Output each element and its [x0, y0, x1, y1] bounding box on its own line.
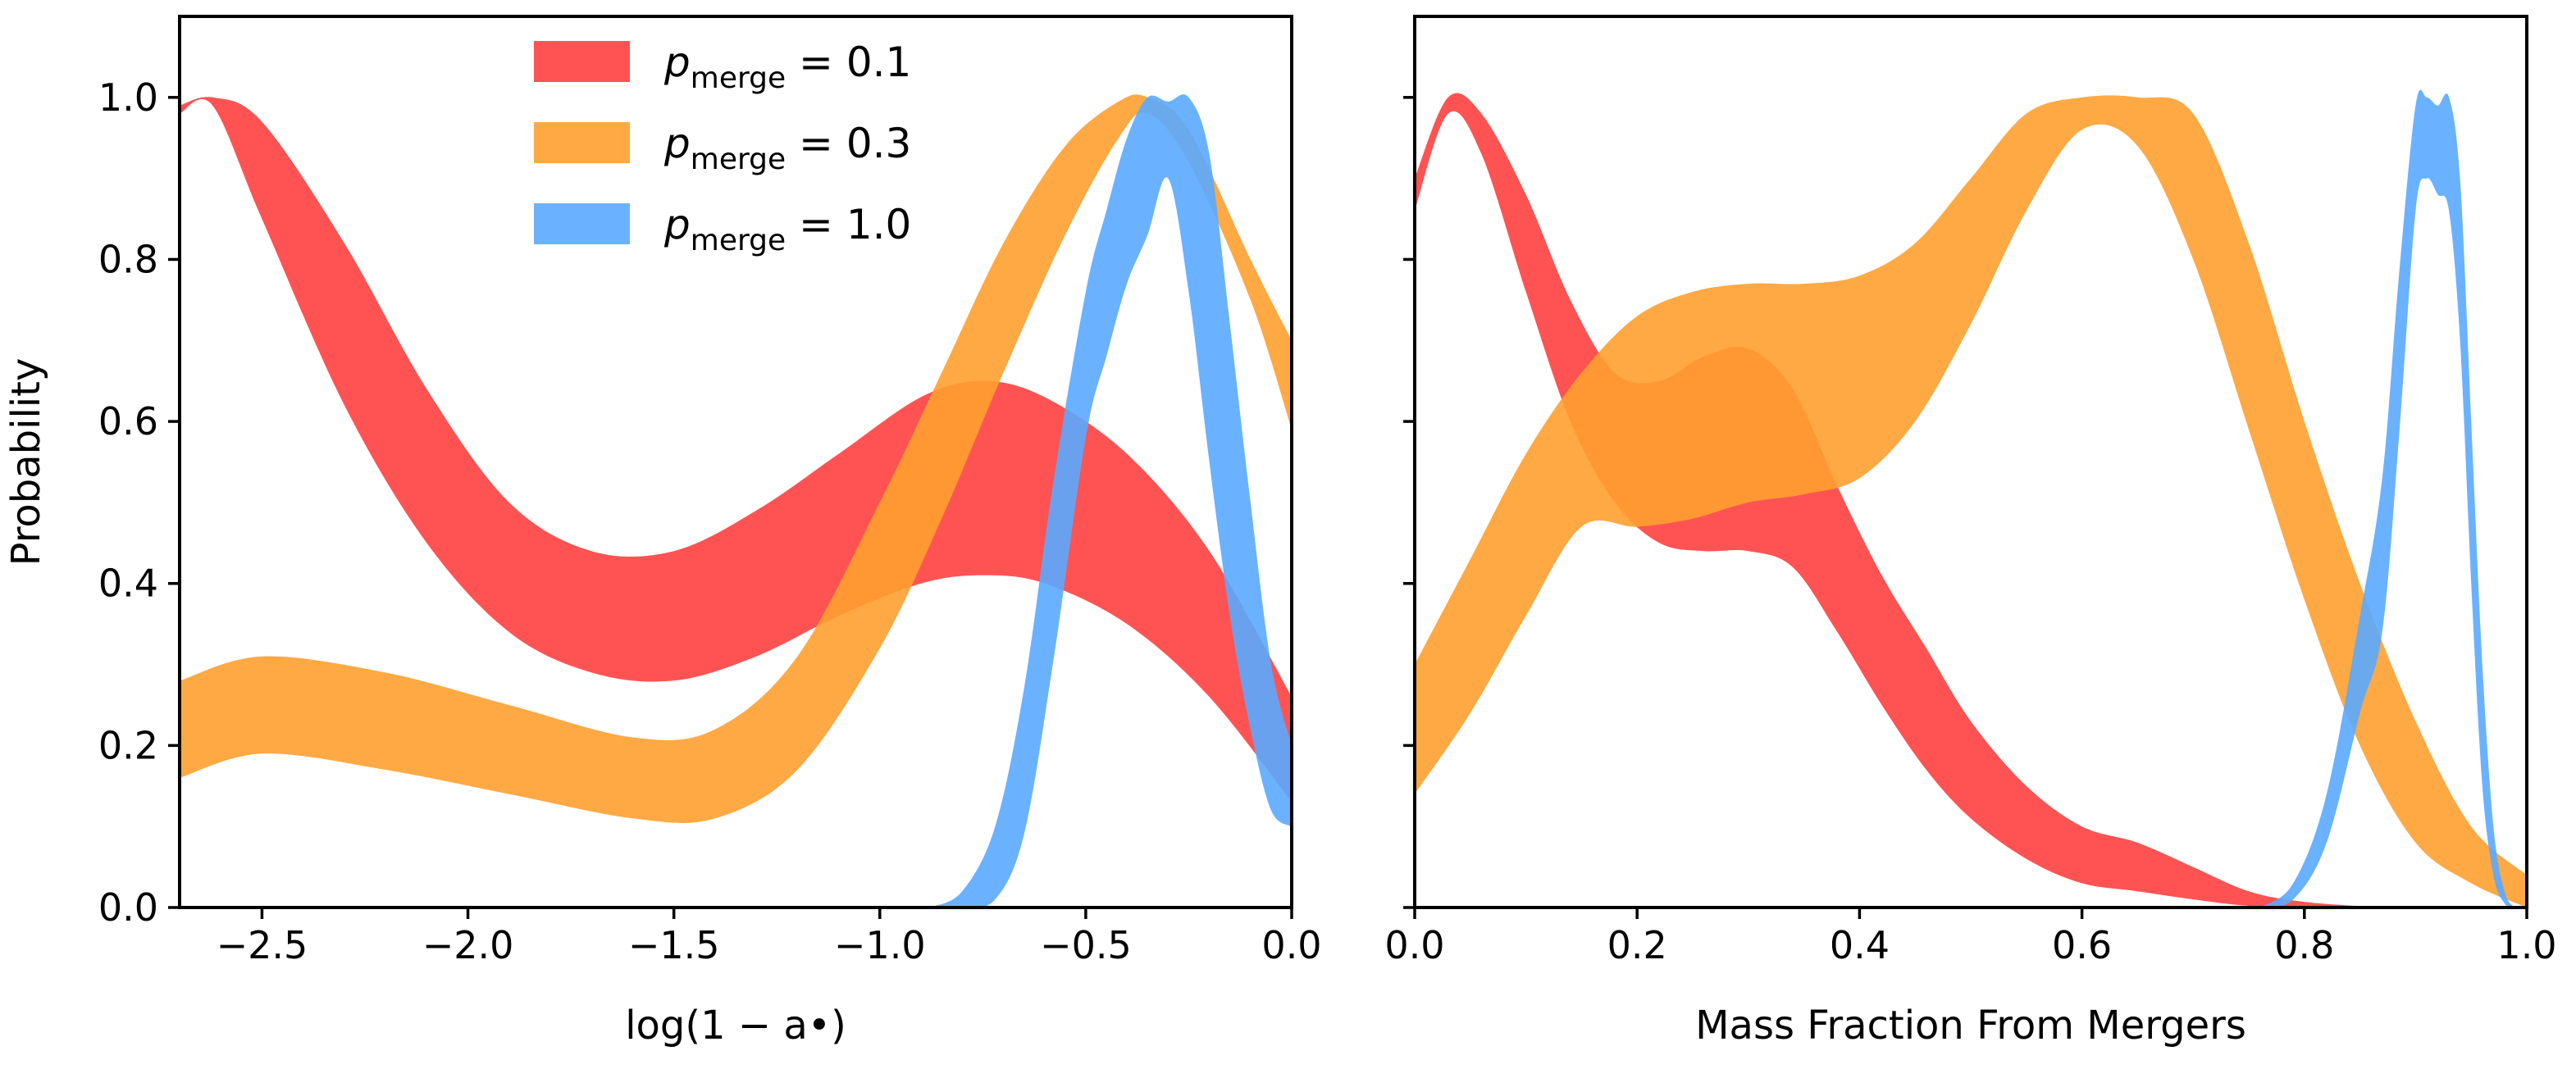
right-xlabel: Mass Fraction From Mergers: [1695, 1003, 2246, 1049]
left-ytick-label: 1.0: [98, 75, 158, 120]
right-xtick-label: 1.0: [2496, 923, 2556, 967]
legend-swatch-p-merge-0-1: [534, 41, 630, 82]
right-band-p-merge-1-0: [2259, 89, 2527, 908]
legend-swatch-p-merge-1-0: [534, 203, 630, 244]
right-xtick-label: 0.0: [1384, 923, 1444, 967]
left-bands: [180, 94, 1292, 908]
left-xtick-label: 0.0: [1261, 923, 1321, 967]
right-ticks: 0.0 0.2 0.4 0.6 0.8 1.0: [1384, 96, 2557, 967]
right-axes-frame: [1413, 15, 2528, 909]
left-xtick-label: −0.5: [1040, 923, 1132, 967]
left-band-p-merge-0-3: [180, 94, 1292, 824]
right-band-p-merge-0-1: [1415, 93, 2382, 908]
left-xlabel: log(1 − a•): [625, 1003, 846, 1049]
left-xtick-label: −1.5: [628, 923, 720, 967]
right-xtick-label: 0.4: [1830, 923, 1890, 967]
left-axes-frame: [178, 15, 1293, 909]
legend-label-p-merge-0-3: pmerge = 0.3: [663, 120, 911, 176]
legend-swatch-p-merge-0-3: [534, 122, 630, 163]
right-xtick-label: 0.8: [2274, 923, 2334, 967]
left-ytick-label: 0.4: [98, 562, 158, 606]
left-band-p-merge-1-0: [929, 94, 1292, 908]
right-bands: [1415, 89, 2527, 908]
left-ytick-label: 0.2: [98, 723, 158, 767]
left-panel: −2.5 −2.0 −1.5 −1.0 −0.5 0.0 0.0 0.2 0.4 0.6 0.8 1.…: [3, 15, 1322, 1049]
right-band-p-merge-0-3: [1415, 95, 2527, 908]
legend-label-p-merge-0-1: pmerge = 0.1: [663, 39, 911, 95]
right-panel: 0.0 0.2 0.4 0.6 0.8 1.0 Mass Fraction From Me…: [1384, 15, 2557, 1049]
left-ytick-label: 0.0: [98, 885, 158, 930]
left-xtick-label: −2.5: [217, 923, 308, 967]
left-ylabel: Probability: [3, 358, 49, 566]
left-xtick-label: −2.0: [422, 923, 514, 967]
right-xtick-label: 0.6: [2052, 923, 2112, 967]
left-xtick-label: −1.0: [834, 923, 926, 967]
left-ytick-label: 0.8: [98, 237, 158, 281]
right-xtick-label: 0.2: [1607, 923, 1667, 967]
legend-label-p-merge-1-0: pmerge = 1.0: [663, 201, 911, 257]
left-ticks: −2.5 −2.0 −1.5 −1.0 −0.5 0.0 0.0 0.2 0.4 0.6 0.8 1.…: [98, 75, 1322, 967]
legend: pmerge = 0.1 pmerge = 0.3 pmerge = 1.0: [534, 39, 911, 257]
left-ytick-label: 0.6: [98, 399, 158, 444]
